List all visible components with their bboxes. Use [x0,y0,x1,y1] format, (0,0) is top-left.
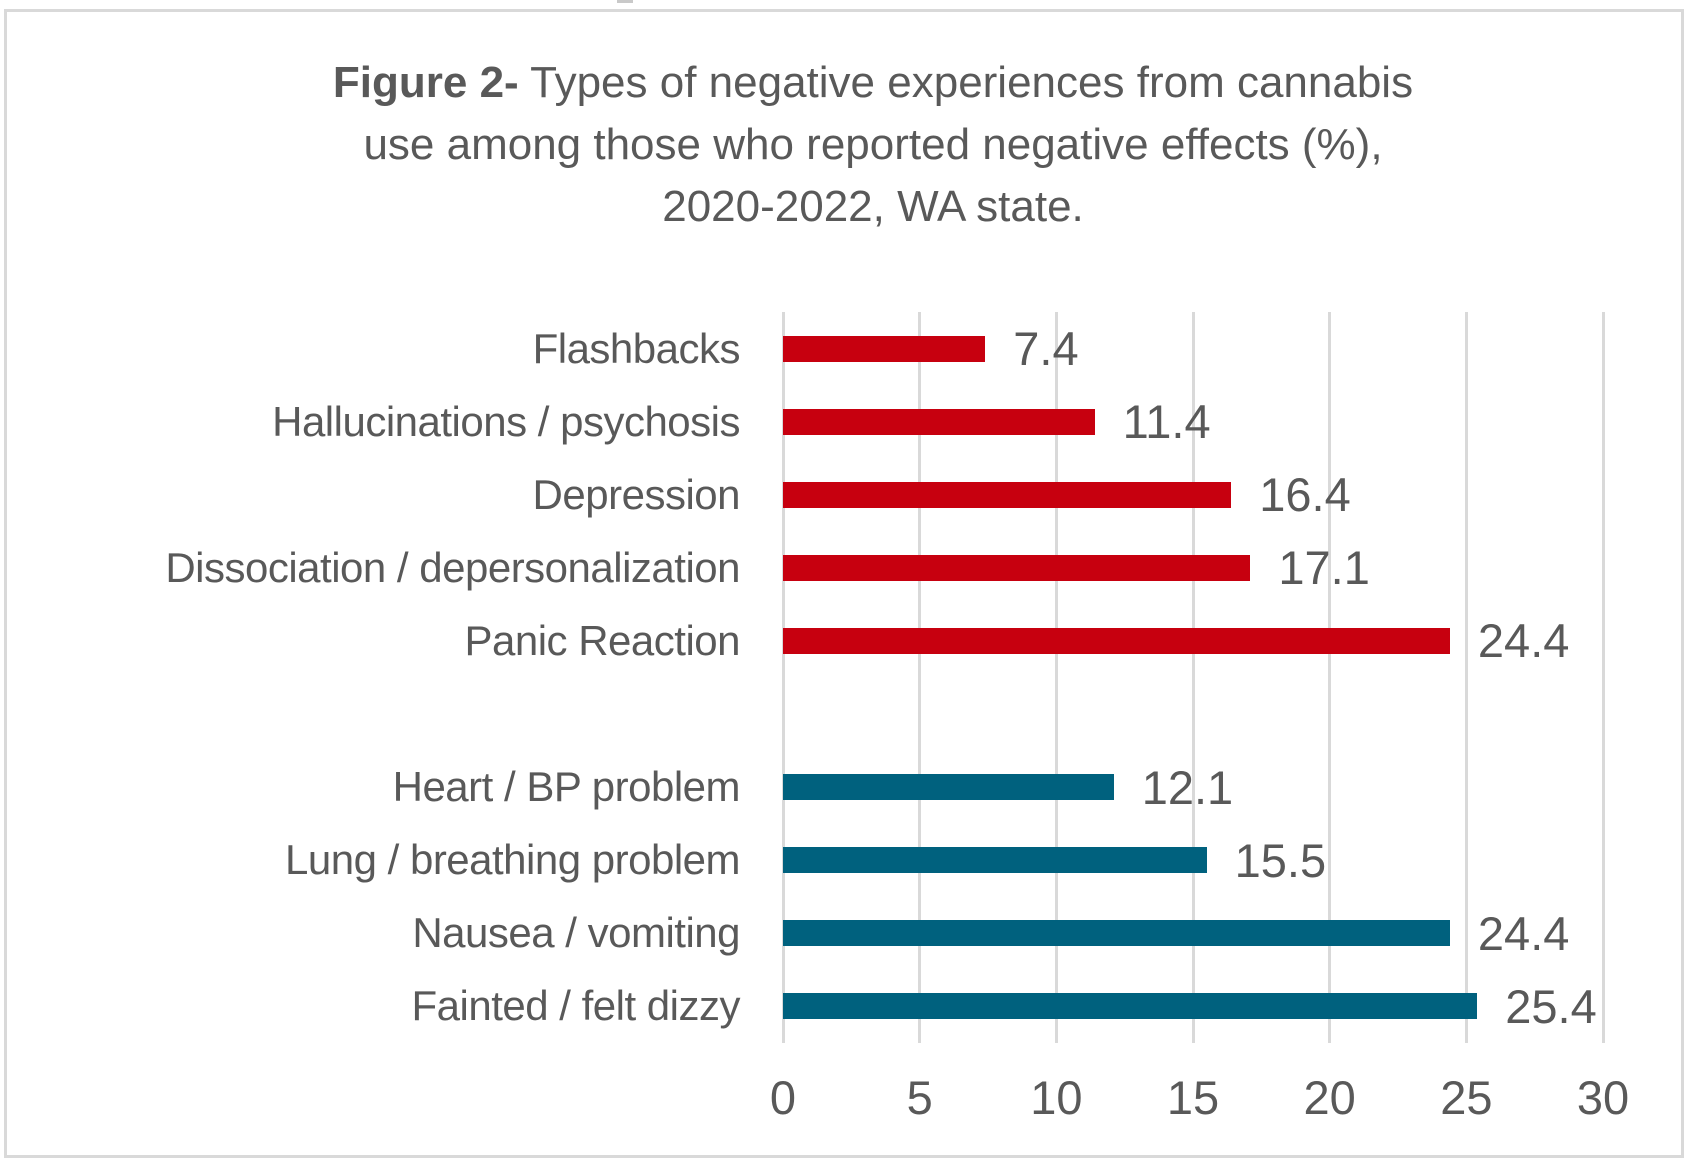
physical-bar [783,920,1450,947]
mental-bar [783,481,1232,508]
figure-number-label: Figure 2- [332,58,519,107]
gridline-5 [918,312,922,1043]
mental-bar [783,408,1095,435]
category-label: Depression [532,470,741,518]
category-label: Hallucinations / psychosis [272,397,740,445]
physical-bar [783,847,1207,874]
chart-frame [4,9,1684,1158]
x-tick-label: 20 [1303,1071,1356,1124]
category-label: Flashbacks [532,324,741,372]
chart-title: Figure 2- Types of negative experiences … [0,52,1690,238]
x-tick-label: 25 [1440,1071,1493,1124]
chart-row: Panic Reaction 24.4 [0,604,1690,677]
plot-area [781,312,1605,1043]
x-tick-label: 5 [906,1071,933,1124]
gridline-0 [781,312,785,1043]
physical-bar [783,993,1478,1020]
chart-row: Depression 16.4 [0,458,1690,531]
chart-title-line2: use among those who reported negative ef… [363,120,1383,169]
value-label: 16.4 [1259,468,1351,522]
mental-bar [783,335,986,362]
category-label: Panic Reaction [464,616,741,664]
bar-rows-container: Flashbacks 7.4 Hallucinations / psychosis 1… [0,312,1690,1043]
gridline-15 [1191,312,1195,1043]
gridline-20 [1328,312,1332,1043]
value-label: 15.5 [1234,833,1327,887]
value-label: 24.4 [1477,906,1570,960]
category-label: Nausea / vomiting [412,909,740,957]
gridline-25 [1464,312,1468,1043]
chart-row: Flashbacks 7.4 [0,312,1690,385]
chart-row: Nausea / vomiting 24.4 [0,897,1690,970]
category-label: Dissociation / depersonalization [165,543,740,591]
screen-edge-artifact [617,0,633,3]
physical-bar [783,774,1114,801]
category-label: Lung / breathing problem [285,836,740,884]
mental-bar [783,554,1251,581]
chart-row: Lung / breathing problem 15.5 [0,824,1690,897]
category-label: Fainted / felt dizzy [411,982,741,1030]
value-label: 12.1 [1141,760,1234,814]
value-label: 7.4 [1013,322,1079,376]
x-axis: 0 5 10 15 20 25 30 [0,1072,1690,1124]
x-tick-label: 30 [1576,1071,1630,1124]
value-label: 17.1 [1278,541,1370,595]
gridline-10 [1054,312,1058,1043]
x-tick-label: 0 [769,1071,797,1124]
value-label: 25.4 [1505,979,1597,1033]
mental-bar [783,627,1450,654]
category-label: Heart / BP problem [392,763,741,811]
chart-row: Heart / BP problem 12.1 [0,751,1690,824]
x-tick-label: 15 [1166,1071,1220,1124]
chart-title-line3: 2020-2022, WA state. [662,182,1084,231]
value-label: 11.4 [1122,395,1211,449]
chart-row: Fainted / felt dizzy 25.4 [0,970,1690,1043]
x-tick-label: 10 [1030,1071,1083,1124]
chart-row: Dissociation / depersonalization 17.1 [0,531,1690,604]
chart-title-line1: Figure 2- Types of negative experiences … [332,58,1414,107]
chart-row: Hallucinations / psychosis 11.4 [0,385,1690,458]
gridline-30 [1601,312,1605,1043]
value-label: 24.4 [1477,614,1570,668]
